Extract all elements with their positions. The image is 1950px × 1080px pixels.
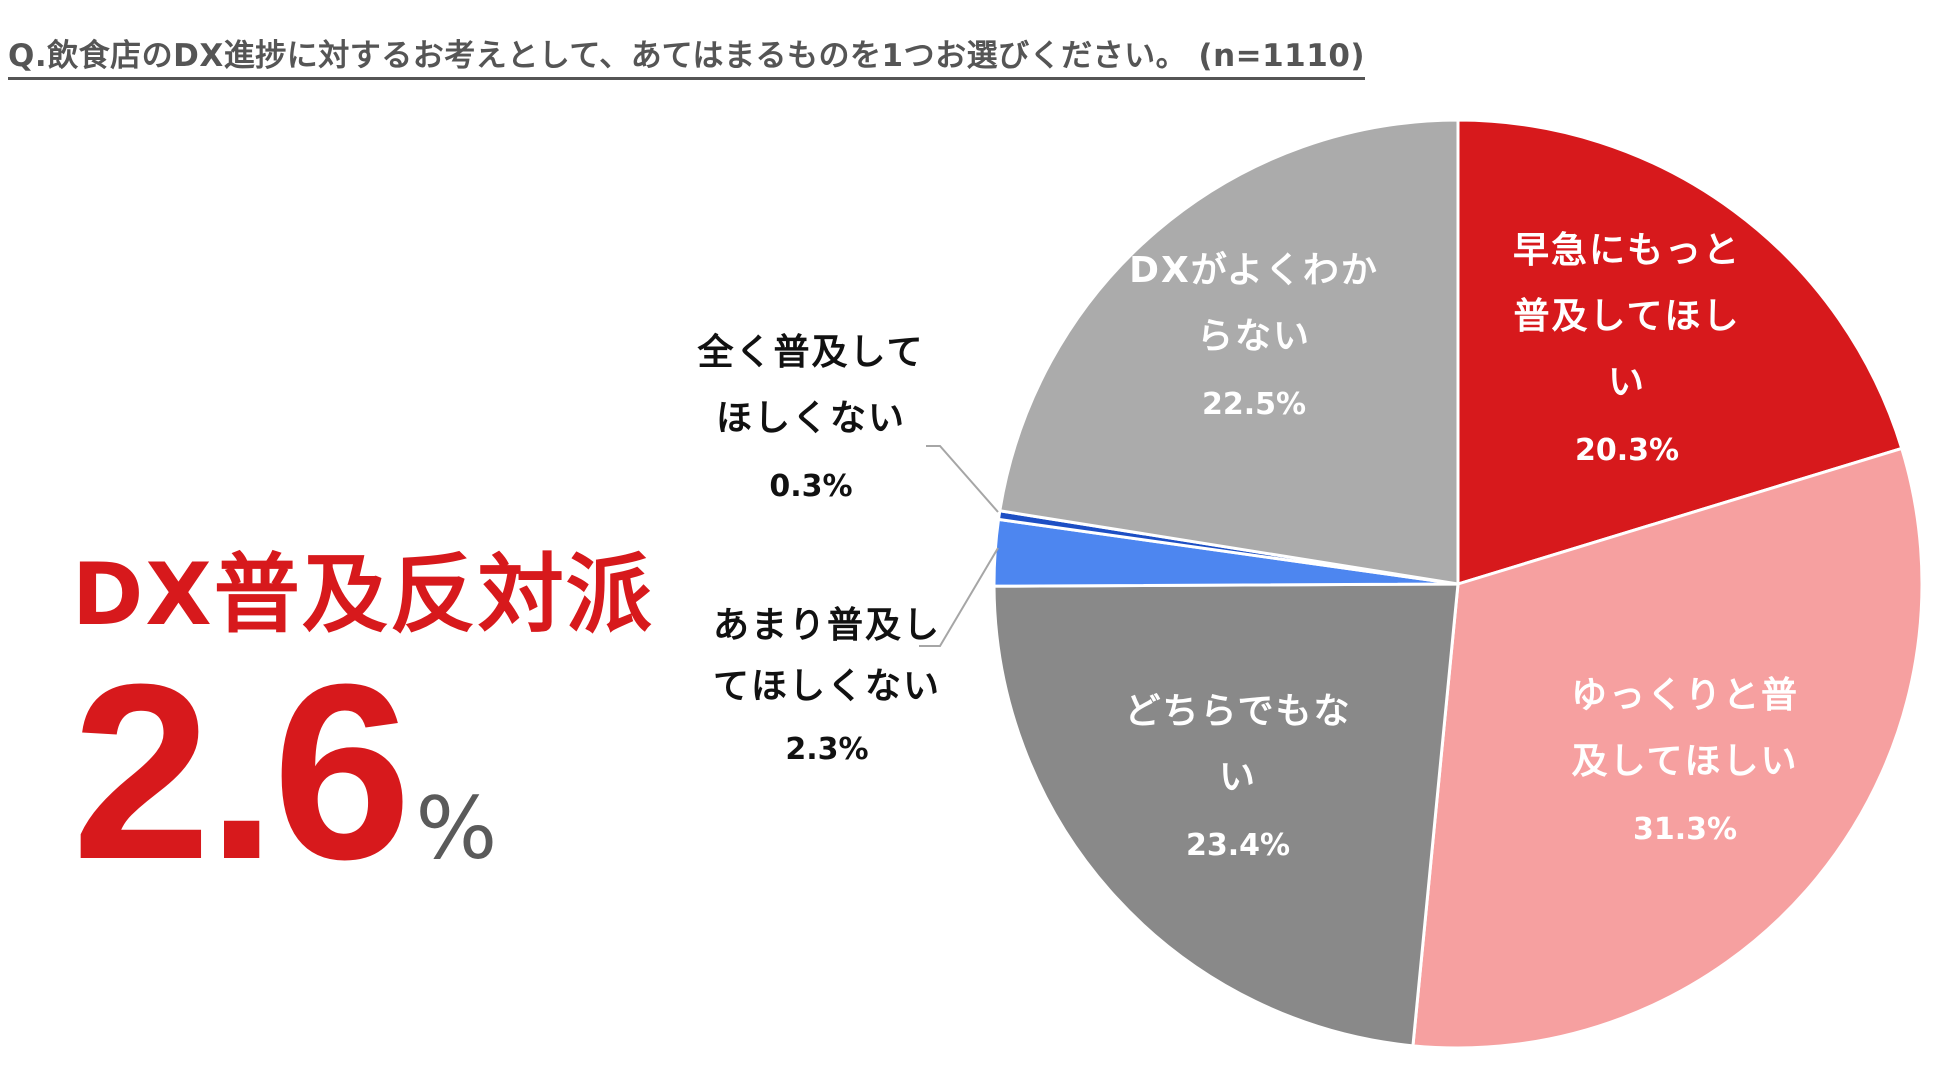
slice-name: 普及してほし bbox=[1514, 296, 1741, 337]
slice-name: らない bbox=[1197, 316, 1311, 357]
slice-percent: 20.3% bbox=[1575, 433, 1679, 468]
slice-name: あまり普及し bbox=[713, 605, 941, 646]
pie-slice bbox=[998, 118, 1460, 586]
leader-line bbox=[926, 445, 999, 513]
callout: DX普及反対派 2.6% bbox=[72, 548, 654, 897]
slice-name: ゆっくりと普 bbox=[1571, 675, 1799, 716]
slice-name: てほしくない bbox=[713, 666, 941, 707]
callout-unit: % bbox=[415, 778, 498, 879]
slice-percent: 22.5% bbox=[1202, 387, 1306, 422]
slice-name: ほしくない bbox=[716, 398, 906, 439]
pie-slice bbox=[1456, 118, 1904, 586]
slice-name: 及してほしい bbox=[1572, 741, 1799, 782]
question-title: Q.飲食店のDX進捗に対するお考えとして、あてはまるものを1つお選びください。 … bbox=[8, 30, 1366, 80]
callout-title: DX普及反対派 bbox=[72, 545, 654, 645]
callout-value: 2.6 bbox=[72, 631, 412, 911]
callout-value-row: 2.6% bbox=[72, 646, 654, 897]
slice-name: 全く普及して bbox=[697, 331, 925, 373]
slice-percent: 0.3% bbox=[769, 469, 852, 504]
slice-name: い bbox=[1608, 362, 1646, 403]
slice-name: DXがよくわか bbox=[1129, 250, 1379, 291]
slice-name: 早急にもっと bbox=[1513, 230, 1741, 271]
leader-line bbox=[919, 547, 999, 647]
slice-percent: 31.3% bbox=[1633, 812, 1737, 847]
slice-name: い bbox=[1219, 757, 1257, 798]
pie-slice bbox=[992, 582, 1460, 1048]
slice-name: どちらでもな bbox=[1125, 691, 1352, 732]
pie-slice bbox=[1411, 446, 1924, 1050]
slice-percent: 2.3% bbox=[785, 732, 868, 767]
slice-percent: 23.4% bbox=[1186, 828, 1290, 863]
